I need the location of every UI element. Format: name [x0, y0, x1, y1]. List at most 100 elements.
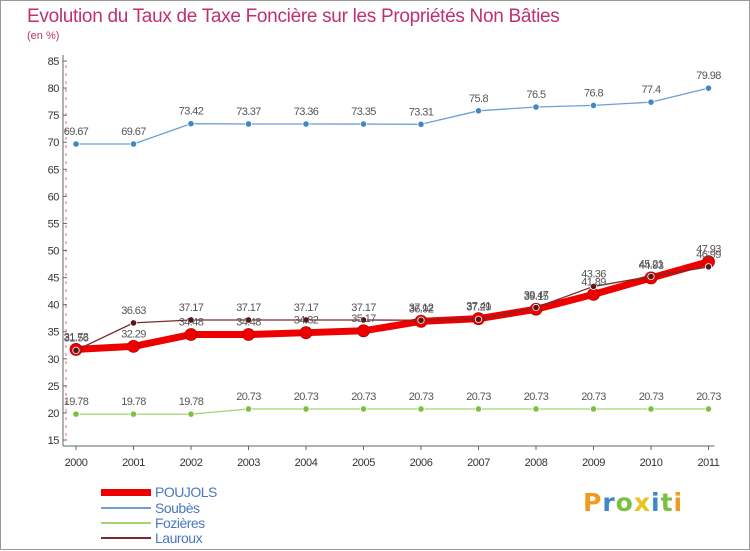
data-point: [129, 140, 138, 148]
data-label: 19.78: [64, 396, 89, 408]
data-label: 36.63: [121, 305, 146, 317]
data-point: [587, 288, 600, 301]
data-label: 73.42: [179, 106, 204, 118]
data-point: [302, 405, 310, 413]
data-label: 31.56: [64, 332, 89, 344]
data-point: [647, 98, 655, 106]
data-label: 69.67: [64, 126, 89, 138]
data-label: 20.73: [351, 391, 376, 403]
logo-letter: t: [660, 488, 674, 517]
x-tick-label: 2002: [180, 457, 203, 469]
data-point: [129, 319, 138, 327]
logo-letter: o: [615, 488, 634, 517]
y-tick-label: 30: [48, 354, 60, 366]
data-label: 39.15: [524, 291, 549, 303]
data-label: 37.41: [466, 301, 491, 313]
data-point: [589, 282, 598, 291]
y-tick-label: 25: [48, 381, 60, 393]
data-point: [244, 316, 253, 324]
data-point: [704, 84, 713, 92]
legend-swatch-fozieres: [101, 522, 151, 524]
data-label: 35.17: [351, 313, 376, 325]
data-point: [72, 346, 80, 354]
data-label: 31.73: [64, 331, 89, 343]
x-tick-label: 2001: [122, 457, 145, 469]
data-point: [244, 120, 253, 128]
x-tick-label: 2006: [410, 457, 433, 469]
series-line-2: [72, 258, 712, 353]
data-point: [474, 405, 483, 413]
data-point: [647, 272, 655, 281]
x-tick-label: 2010: [640, 457, 663, 469]
y-tick-label: 80: [48, 83, 60, 95]
data-label: 46.99: [696, 249, 721, 261]
data-point: [184, 328, 198, 341]
data-point: [474, 315, 483, 323]
data-label: 19.78: [121, 396, 146, 408]
data-label: 36.92: [409, 303, 434, 315]
y-tick-label: 60: [48, 191, 60, 203]
y-tick-label: 40: [48, 300, 60, 312]
data-label: 37.12: [409, 302, 434, 314]
data-point: [474, 107, 483, 115]
data-label: 20.73: [409, 391, 434, 403]
data-point: [704, 405, 713, 413]
y-tick-label: 45: [48, 273, 60, 285]
y-tick-label: 20: [48, 408, 60, 420]
y-tick-label: 65: [48, 164, 60, 176]
y-tick-label: 15: [48, 435, 60, 447]
data-point: [129, 410, 138, 418]
data-label: 32.29: [121, 328, 146, 340]
x-tick-label: 2003: [237, 457, 260, 469]
data-point: [359, 405, 368, 413]
logo-letter: i: [651, 488, 661, 517]
data-label: 20.73: [236, 391, 261, 403]
data-label: 75.8: [469, 93, 488, 105]
legend-label-fozieres: Fozières: [155, 515, 205, 531]
data-label: 76.8: [584, 87, 603, 99]
data-label: 34.48: [179, 317, 204, 329]
data-point: [532, 303, 540, 312]
legend-swatch-lauroux: [101, 537, 151, 539]
data-point: [187, 316, 195, 324]
data-label: 76.5: [526, 89, 545, 101]
data-point: [127, 339, 140, 353]
data-label: 73.35: [351, 106, 376, 118]
data-label: 20.73: [466, 391, 491, 403]
data-point: [72, 140, 80, 148]
data-point: [72, 410, 80, 418]
data-point: [532, 405, 540, 413]
data-point: [244, 405, 253, 413]
data-label: 20.73: [581, 391, 606, 403]
data-label: 20.73: [639, 391, 664, 403]
series-line-0: [75, 87, 710, 145]
x-tick-label: 2000: [65, 457, 88, 469]
data-label: 73.36: [294, 106, 319, 118]
data-label: 34.48: [236, 317, 261, 329]
data-label: 20.73: [524, 391, 549, 403]
data-label: 43.36: [581, 268, 606, 280]
series-line-1: [75, 408, 710, 415]
x-tick-label: 2007: [467, 457, 490, 469]
y-tick-label: 55: [48, 218, 60, 230]
legend-label-lauroux: Lauroux: [155, 530, 203, 546]
data-label: 73.37: [236, 106, 261, 118]
data-label: 39.47: [524, 290, 549, 302]
data-label: 77.4: [641, 84, 660, 96]
data-point: [359, 120, 368, 128]
data-point: [299, 326, 313, 340]
data-label: 45.21: [639, 258, 664, 270]
data-label: 37.17: [294, 302, 319, 314]
chart-unit: (en %): [27, 30, 60, 42]
data-point: [647, 405, 655, 413]
data-label: 37.17: [351, 302, 376, 314]
data-point: [187, 410, 195, 418]
legend-label-soubes: Soubès: [155, 500, 200, 516]
y-tick-label: 85: [48, 56, 60, 68]
logo-letter: x: [633, 488, 651, 517]
y-tick-label: 70: [48, 137, 60, 149]
proxiti-logo: Proxiti: [583, 488, 683, 517]
logo-letter: i: [673, 488, 684, 517]
data-point: [302, 120, 310, 128]
